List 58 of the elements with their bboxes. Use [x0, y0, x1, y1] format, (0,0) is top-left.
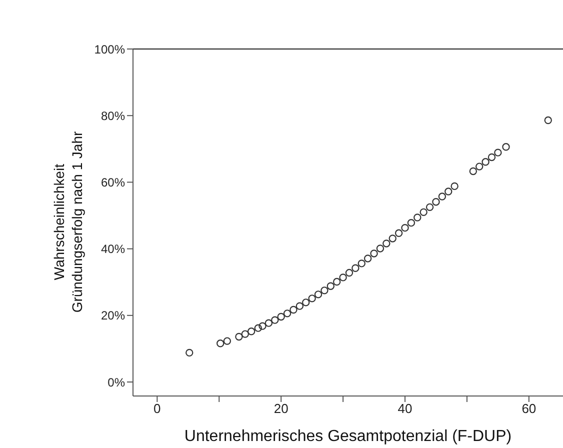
point: [235, 332, 243, 341]
point: [482, 158, 490, 166]
x-tick-label: 40: [398, 401, 412, 416]
point: [388, 234, 396, 242]
y-tick-label: 100%: [94, 42, 126, 56]
point: [407, 218, 416, 227]
point: [345, 268, 354, 277]
point: [544, 116, 552, 124]
y-axis-title: Wahrscheinlichkeit Gründungserfolg nach 1 Jahr: [51, 130, 85, 313]
y-tick-label: 40%: [100, 242, 126, 256]
point: [247, 328, 256, 336]
point: [438, 192, 446, 200]
point: [358, 260, 366, 268]
point: [290, 306, 298, 314]
point: [326, 282, 334, 290]
point: [216, 340, 224, 348]
y-tick-label: 80%: [100, 108, 126, 123]
point: [258, 322, 266, 330]
point: [277, 312, 285, 321]
point: [444, 188, 452, 196]
point: [320, 286, 328, 294]
point: [264, 319, 273, 327]
point: [308, 294, 316, 302]
point: [401, 224, 409, 232]
point: [370, 250, 378, 258]
point: [382, 240, 390, 248]
y-tick-label: 0%: [108, 375, 126, 390]
point: [241, 330, 249, 338]
point: [339, 274, 347, 282]
point: [414, 214, 422, 222]
point: [432, 198, 440, 206]
point: [302, 298, 310, 306]
y-tick-label: 20%: [100, 308, 126, 323]
point: [271, 316, 279, 324]
point: [469, 167, 478, 176]
point: [426, 203, 434, 212]
x-tick-label: 60: [522, 401, 536, 416]
point: [494, 148, 502, 156]
point: [476, 162, 484, 170]
point: [352, 264, 360, 272]
y-tick-label: 60%: [100, 175, 126, 190]
point: [314, 290, 322, 298]
point: [223, 337, 232, 345]
x-axis-title: Unternehmerisches Gesamtpotenzial (F-DUP): [184, 428, 512, 445]
point: [502, 143, 510, 151]
x-tick-label: 20: [274, 401, 288, 416]
point: [376, 244, 384, 252]
point: [283, 310, 292, 318]
x-tick-label: 0: [154, 401, 161, 416]
point: [186, 348, 194, 357]
point: [296, 302, 304, 310]
point: [488, 153, 496, 162]
point: [364, 254, 372, 262]
point: [332, 278, 341, 286]
point: [394, 229, 403, 238]
point: [420, 208, 428, 216]
point: [450, 182, 458, 190]
point: [254, 324, 262, 332]
